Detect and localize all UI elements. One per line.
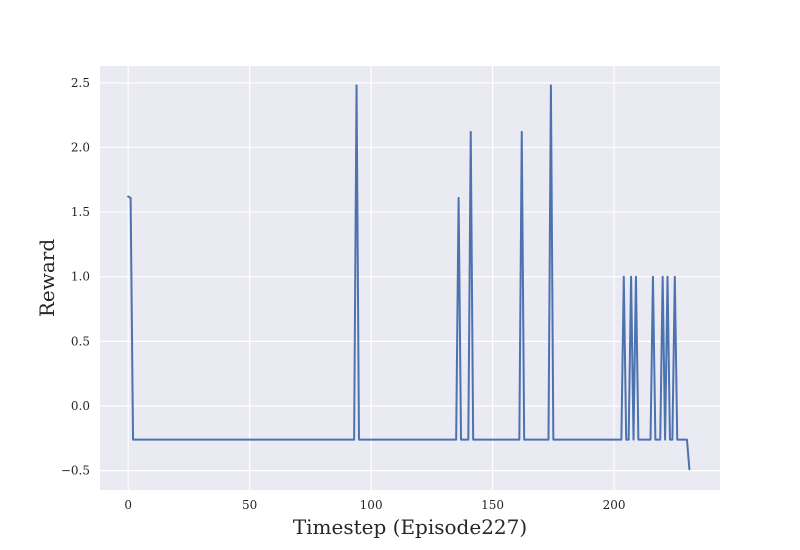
- plot-area-background: [100, 66, 720, 490]
- x-axis-label: Timestep (Episode227): [293, 515, 527, 539]
- y-tick-label: −0.5: [61, 464, 90, 478]
- y-tick-label: 1.0: [71, 270, 90, 284]
- y-axis-ticks: −0.5 0.0 0.5 1.0 1.5 2.0 2.5: [61, 76, 90, 478]
- y-tick-label: 0.5: [71, 334, 90, 348]
- y-tick-label: 1.5: [71, 205, 90, 219]
- series-layer: [127, 84, 691, 471]
- x-tick-label: 200: [603, 498, 626, 512]
- grid-lines: [100, 66, 720, 490]
- reward-series-line: [127, 84, 691, 471]
- y-axis-label: Reward: [35, 239, 59, 317]
- x-tick-label: 150: [481, 498, 504, 512]
- x-tick-label: 0: [124, 498, 132, 512]
- x-axis-ticks: 0 50 100 150 200: [124, 498, 625, 512]
- y-tick-label: 2.5: [71, 76, 90, 90]
- x-tick-label: 50: [242, 498, 257, 512]
- y-tick-label: 0.0: [71, 399, 90, 413]
- x-tick-label: 100: [360, 498, 383, 512]
- y-tick-label: 2.0: [71, 140, 90, 154]
